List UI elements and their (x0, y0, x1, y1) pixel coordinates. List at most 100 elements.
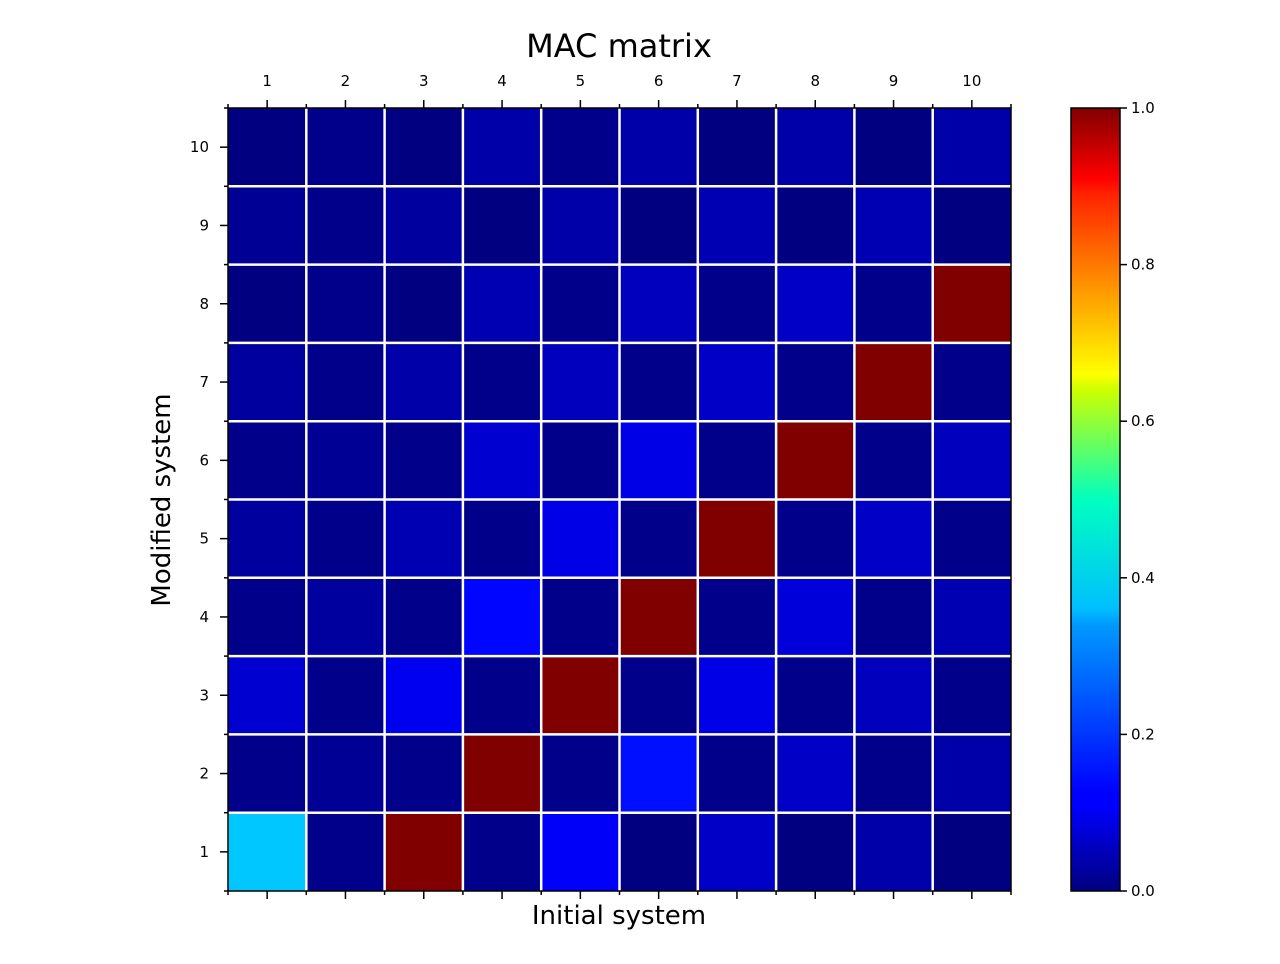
heatmap-cell-x10-y5 (932, 499, 1011, 578)
colorbar (1070, 107, 1121, 892)
heatmap-cell-x4-y8 (462, 264, 542, 343)
heatmap-cell-x6-y4 (619, 577, 698, 657)
heatmap-cell-x1-y6 (228, 421, 307, 500)
heatmap-cell-x3-y4 (384, 577, 463, 657)
heatmap-cell-x1-y1 (228, 812, 307, 891)
heatmap-cell-x10-y10 (932, 108, 1011, 187)
heatmap-cell-x10-y6 (932, 421, 1011, 500)
heatmap-cell-x5-y9 (541, 186, 620, 265)
heatmap-cell-x1-y5 (228, 499, 307, 578)
heatmap-cell-x6-y8 (619, 264, 698, 343)
heatmap-cell-x4-y10 (462, 108, 542, 187)
heatmap-cell-x3-y7 (384, 342, 463, 422)
heatmap-cell-x5-y10 (541, 108, 620, 187)
heatmap-cell-x10-y1 (932, 812, 1011, 891)
heatmap-cell-x2-y6 (306, 421, 385, 500)
y-tick-label: 10 (190, 138, 209, 156)
heatmap-cell-x8-y10 (776, 108, 855, 187)
heatmap-cell-x1-y4 (228, 577, 307, 657)
heatmap-cell-x1-y7 (228, 342, 307, 422)
heatmap-cell-x3-y1 (384, 812, 463, 891)
heatmap-cell-x2-y2 (306, 734, 385, 813)
x-tick-label: 6 (654, 72, 664, 90)
y-tick-label: 2 (199, 765, 209, 783)
heatmap-cell-x9-y4 (854, 577, 933, 657)
heatmap-cell-x8-y4 (776, 577, 855, 657)
heatmap-cell-x3-y3 (384, 656, 463, 735)
heatmap-cell-x6-y10 (619, 108, 698, 187)
heatmap-cell-x10-y7 (932, 342, 1011, 422)
colorbar-tick-label: 1.0 (1131, 99, 1155, 117)
heatmap-cell-x4-y1 (462, 812, 542, 891)
heatmap-cell-x8-y3 (776, 656, 855, 735)
heatmap-cell-x9-y6 (854, 421, 933, 500)
x-axis-ticks: 1 2 3 4 5 6 7 8 9 10 (227, 72, 1012, 899)
x-tick-label: 5 (576, 72, 586, 90)
heatmap-cell-x6-y3 (619, 656, 698, 735)
heatmap-cell-x4-y5 (462, 499, 542, 578)
x-tick-label: 7 (732, 72, 742, 90)
heatmap-cell-x9-y2 (854, 734, 933, 813)
x-axis-label: Initial system (532, 901, 706, 931)
y-axis-ticks: 1 2 3 4 5 6 7 8 9 10 (190, 107, 228, 892)
heatmap-cells (228, 108, 1011, 891)
heatmap-cell-x10-y8 (932, 264, 1011, 343)
heatmap-cell-x6-y2 (619, 734, 698, 813)
heatmap-cell-x7-y3 (697, 656, 777, 735)
y-axis-label: Modified system (147, 393, 177, 606)
colorbar-tick-label: 0.6 (1131, 412, 1155, 430)
y-tick-label: 9 (199, 216, 209, 234)
heatmap-cell-x3-y8 (384, 264, 463, 343)
heatmap-cell-x1-y3 (228, 656, 307, 735)
heatmap-cell-x10-y2 (932, 734, 1011, 813)
heatmap-cell-x5-y1 (541, 812, 620, 891)
heatmap-cell-x9-y5 (854, 499, 933, 578)
heatmap-cell-x3-y9 (384, 186, 463, 265)
heatmap-cell-x7-y9 (697, 186, 777, 265)
chart-title: MAC matrix (526, 27, 712, 65)
heatmap-cell-x5-y2 (541, 734, 620, 813)
heatmap-cell-x3-y10 (384, 108, 463, 187)
colorbar-tick-label: 0.8 (1131, 256, 1155, 274)
heatmap-cell-x2-y9 (306, 186, 385, 265)
heatmap-cell-x1-y8 (228, 264, 307, 343)
x-tick-label: 10 (962, 72, 981, 90)
heatmap-cell-x2-y10 (306, 108, 385, 187)
heatmap-cell-x8-y8 (776, 264, 855, 343)
heatmap-cell-x7-y1 (697, 812, 777, 891)
heatmap-cell-x6-y1 (619, 812, 698, 891)
heatmap-cell-x4-y3 (462, 656, 542, 735)
heatmap-cell-x2-y5 (306, 499, 385, 578)
heatmap-cell-x7-y6 (697, 421, 777, 500)
x-tick-label: 4 (497, 72, 507, 90)
heatmap-cell-x7-y7 (697, 342, 777, 422)
x-tick-label: 1 (262, 72, 272, 90)
heatmap-cell-x10-y4 (932, 577, 1011, 657)
heatmap-cell-x1-y9 (228, 186, 307, 265)
heatmap-cell-x2-y8 (306, 264, 385, 343)
y-tick-label: 1 (199, 843, 209, 861)
heatmap-cell-x2-y7 (306, 342, 385, 422)
heatmap-cell-x5-y7 (541, 342, 620, 422)
heatmap-cell-x10-y3 (932, 656, 1011, 735)
heatmap-cell-x5-y6 (541, 421, 620, 500)
heatmap-cell-x8-y1 (776, 812, 855, 891)
heatmap-cell-x7-y5 (697, 499, 777, 578)
colorbar-tick-label: 0.4 (1131, 569, 1155, 587)
x-tick-label: 3 (419, 72, 429, 90)
colorbar-tick-label: 0.2 (1131, 725, 1155, 743)
heatmap-cell-x3-y2 (384, 734, 463, 813)
heatmap-cell-x9-y7 (854, 342, 933, 422)
colorbar-ticks: 0.0 0.2 0.4 0.6 0.8 1.0 (1120, 99, 1155, 900)
heatmap-cell-x2-y4 (306, 577, 385, 657)
x-tick-label: 2 (341, 72, 351, 90)
y-tick-label: 4 (199, 608, 209, 626)
heatmap-cell-x9-y1 (854, 812, 933, 891)
heatmap-grid (228, 108, 1011, 891)
heatmap-cell-x3-y6 (384, 421, 463, 500)
y-tick-label: 3 (199, 686, 209, 704)
heatmap-cell-x8-y5 (776, 499, 855, 578)
heatmap-cell-x3-y5 (384, 499, 463, 578)
heatmap-cell-x7-y10 (697, 108, 777, 187)
